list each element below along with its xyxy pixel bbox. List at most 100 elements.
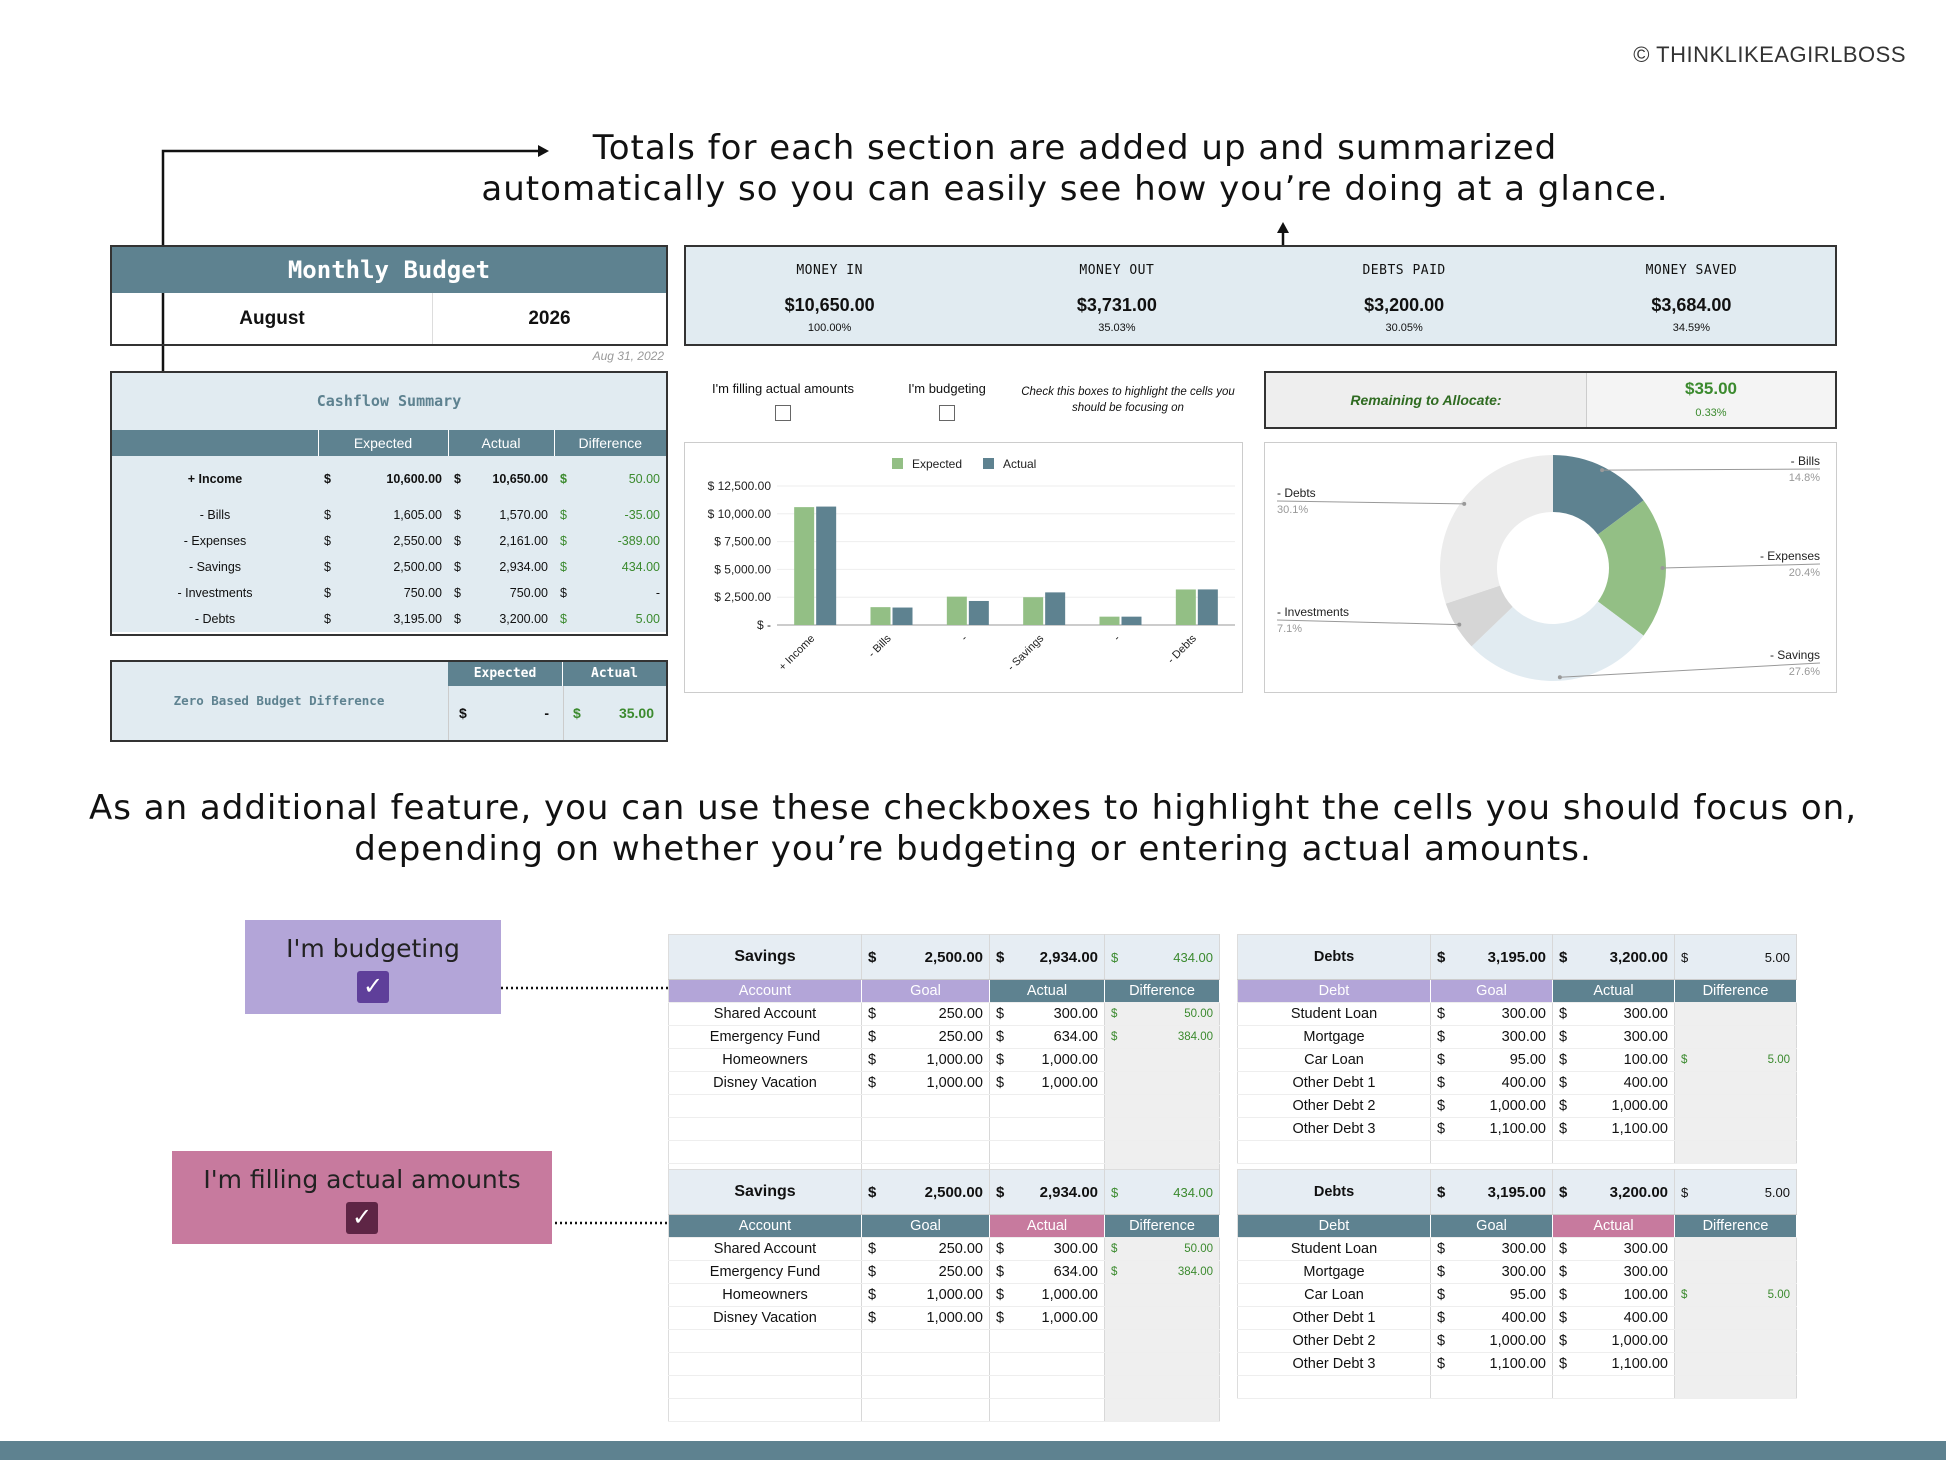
check-actual-box[interactable] (775, 405, 791, 421)
debts-row-goal[interactable]: $300.00 (1430, 1025, 1553, 1049)
debts-row-goal[interactable]: $300.00 (1430, 1002, 1553, 1026)
debts-row-name[interactable]: Student Loan (1237, 1002, 1431, 1026)
debts-row-name[interactable]: Other Debt 3 (1237, 1117, 1431, 1141)
savings-row-name[interactable]: Shared Account (668, 1002, 862, 1026)
cashflow-row: - Savings $ 2,500.00 $ 2,934.00 $ 434.00 (112, 554, 666, 580)
debts-row-name[interactable]: Other Debt 3 (1237, 1352, 1431, 1376)
budgeting-check-icon[interactable]: ✓ (357, 971, 389, 1003)
empty-cell[interactable] (989, 1117, 1105, 1141)
debts-row-name[interactable]: Mortgage (1237, 1025, 1431, 1049)
debts-row-actual[interactable]: $300.00 (1552, 1002, 1675, 1026)
savings-row-goal[interactable]: $250.00 (861, 1260, 990, 1284)
savings-row-name[interactable]: Emergency Fund (668, 1260, 862, 1284)
debts-row-actual[interactable]: $100.00 (1552, 1048, 1675, 1072)
empty-cell[interactable] (668, 1329, 862, 1353)
empty-cell[interactable] (1430, 1375, 1553, 1399)
y-tick-label: $ 2,500.00 (714, 590, 771, 604)
debts-row-actual[interactable]: $1,100.00 (1552, 1117, 1675, 1141)
savings-row-actual[interactable]: $1,000.00 (989, 1048, 1105, 1072)
savings-row-goal[interactable]: $1,000.00 (861, 1283, 990, 1307)
debts-row-name[interactable]: Car Loan (1237, 1048, 1431, 1072)
savings-row-goal[interactable]: $1,000.00 (861, 1048, 990, 1072)
budget-month[interactable]: August (112, 293, 433, 344)
savings-row-goal[interactable]: $1,000.00 (861, 1306, 990, 1330)
debts-row-goal[interactable]: $1,000.00 (1430, 1329, 1553, 1353)
debts-row-goal[interactable]: $300.00 (1430, 1260, 1553, 1284)
debts-row-name[interactable]: Other Debt 1 (1237, 1306, 1431, 1330)
savings-row-actual[interactable]: $634.00 (989, 1260, 1105, 1284)
debts-row-name[interactable]: Car Loan (1237, 1283, 1431, 1307)
debts-row-name[interactable]: Student Loan (1237, 1237, 1431, 1261)
savings-row-name[interactable]: Disney Vacation (668, 1306, 862, 1330)
debts-row-actual[interactable]: $1,000.00 (1552, 1094, 1675, 1118)
empty-cell[interactable] (989, 1140, 1105, 1164)
debts-row-goal[interactable]: $95.00 (1430, 1283, 1553, 1307)
debts-row-goal[interactable]: $95.00 (1430, 1048, 1553, 1072)
budget-year[interactable]: 2026 (528, 308, 571, 329)
debts-row-actual[interactable]: $400.00 (1552, 1306, 1675, 1330)
empty-cell[interactable] (668, 1140, 862, 1164)
empty-cell[interactable] (1552, 1140, 1675, 1164)
debts-row-actual[interactable]: $100.00 (1552, 1283, 1675, 1307)
debts-row-name[interactable]: Other Debt 2 (1237, 1329, 1431, 1353)
savings-row-actual[interactable]: $300.00 (989, 1002, 1105, 1026)
debts-row-name[interactable]: Mortgage (1237, 1260, 1431, 1284)
empty-cell[interactable] (861, 1329, 990, 1353)
debts-row-name[interactable]: Other Debt 1 (1237, 1071, 1431, 1095)
zbb-expected: - (544, 705, 549, 721)
empty-cell[interactable] (989, 1352, 1105, 1376)
savings-row-name[interactable]: Homeowners (668, 1283, 862, 1307)
check-budgeting-box[interactable] (939, 405, 955, 421)
savings-row-goal[interactable]: $250.00 (861, 1237, 990, 1261)
empty-cell[interactable] (989, 1094, 1105, 1118)
savings-row-actual[interactable]: $300.00 (989, 1237, 1105, 1261)
savings-row-actual[interactable]: $1,000.00 (989, 1283, 1105, 1307)
empty-cell[interactable] (989, 1329, 1105, 1353)
savings-row-actual-value: 300.00 (1053, 1006, 1098, 1022)
savings-row-actual[interactable]: $1,000.00 (989, 1071, 1105, 1095)
empty-cell[interactable] (668, 1352, 862, 1376)
empty-cell[interactable] (861, 1398, 990, 1422)
empty-cell[interactable] (1237, 1375, 1431, 1399)
savings-row-actual[interactable]: $634.00 (989, 1025, 1105, 1049)
savings-row-actual[interactable]: $1,000.00 (989, 1306, 1105, 1330)
savings-row-name[interactable]: Homeowners (668, 1048, 862, 1072)
debts-row-actual[interactable]: $400.00 (1552, 1071, 1675, 1095)
debts-row-actual[interactable]: $300.00 (1552, 1025, 1675, 1049)
savings-row-goal[interactable]: $250.00 (861, 1002, 990, 1026)
empty-cell[interactable] (668, 1398, 862, 1422)
debts-row-goal[interactable]: $1,000.00 (1430, 1094, 1553, 1118)
empty-cell[interactable] (668, 1094, 862, 1118)
debts-row-goal[interactable]: $300.00 (1430, 1237, 1553, 1261)
empty-cell[interactable] (989, 1375, 1105, 1399)
debts-row-goal[interactable]: $1,100.00 (1430, 1352, 1553, 1376)
debts-row-goal[interactable]: $400.00 (1430, 1306, 1553, 1330)
savings-row-name[interactable]: Shared Account (668, 1237, 862, 1261)
debts-row-actual[interactable]: $1,000.00 (1552, 1329, 1675, 1353)
currency-sign: $ (1559, 1241, 1568, 1257)
debts-row-diff (1674, 1025, 1797, 1049)
savings-row-goal[interactable]: $1,000.00 (861, 1071, 990, 1095)
debts-row-actual[interactable]: $1,100.00 (1552, 1352, 1675, 1376)
debts-row-name[interactable]: Other Debt 2 (1237, 1094, 1431, 1118)
empty-cell[interactable] (861, 1352, 990, 1376)
income-expected[interactable]: 10,600.00 (386, 472, 442, 486)
empty-cell[interactable] (861, 1375, 990, 1399)
debts-row-goal[interactable]: $400.00 (1430, 1071, 1553, 1095)
empty-cell[interactable] (861, 1094, 990, 1118)
debts-row-actual[interactable]: $300.00 (1552, 1260, 1675, 1284)
savings-row-name[interactable]: Disney Vacation (668, 1071, 862, 1095)
empty-cell[interactable] (861, 1140, 990, 1164)
debts-row-actual[interactable]: $300.00 (1552, 1237, 1675, 1261)
empty-cell[interactable] (1552, 1375, 1675, 1399)
empty-cell[interactable] (668, 1375, 862, 1399)
empty-cell[interactable] (1430, 1140, 1553, 1164)
savings-row-name[interactable]: Emergency Fund (668, 1025, 862, 1049)
empty-cell[interactable] (668, 1117, 862, 1141)
empty-cell[interactable] (861, 1117, 990, 1141)
savings-row-goal[interactable]: $250.00 (861, 1025, 990, 1049)
debts-row-goal[interactable]: $1,100.00 (1430, 1117, 1553, 1141)
actual-check-icon[interactable]: ✓ (346, 1202, 378, 1234)
empty-cell[interactable] (1237, 1140, 1431, 1164)
empty-cell[interactable] (989, 1398, 1105, 1422)
